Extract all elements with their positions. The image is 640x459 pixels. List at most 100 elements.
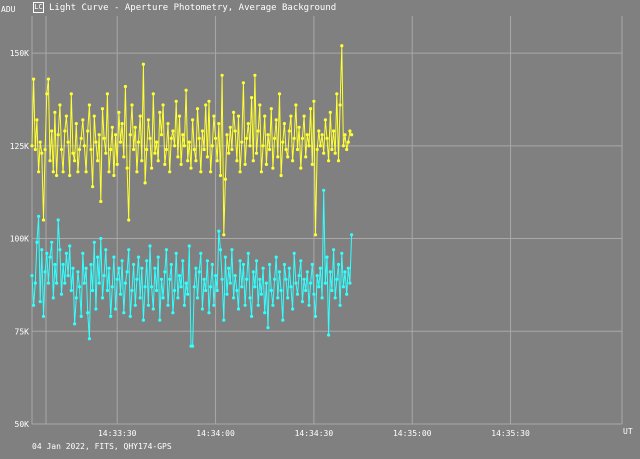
data-point (164, 147, 168, 152)
data-point (145, 147, 149, 152)
data-point (97, 133, 101, 137)
data-point (76, 270, 80, 274)
data-point (205, 155, 209, 159)
data-point (158, 110, 162, 114)
data-point (309, 281, 313, 285)
series-layer (30, 44, 354, 348)
data-point (318, 266, 322, 270)
data-point (322, 188, 326, 192)
data-point (30, 144, 34, 148)
data-point (243, 162, 247, 166)
data-point (92, 240, 96, 244)
data-point (100, 107, 105, 111)
data-point (117, 266, 121, 270)
data-point (94, 140, 98, 144)
data-point (40, 248, 44, 252)
data-point (291, 159, 295, 163)
data-point (107, 170, 111, 174)
data-point (246, 251, 250, 255)
data-point (230, 147, 234, 152)
data-point (335, 92, 339, 96)
data-point (256, 303, 260, 307)
data-point (307, 303, 311, 307)
data-point (277, 270, 282, 274)
data-point (140, 266, 144, 270)
data-point (35, 240, 39, 244)
data-point (171, 311, 175, 315)
data-point (217, 122, 221, 126)
data-point (350, 133, 354, 137)
data-point (64, 114, 68, 118)
data-point (171, 129, 175, 133)
data-point (336, 262, 341, 267)
data-point (258, 103, 262, 107)
y-tick-label: 150K (10, 49, 29, 58)
data-point (161, 296, 165, 300)
data-point (302, 114, 306, 118)
data-point (264, 281, 268, 285)
series-yellow (30, 44, 354, 237)
data-point (323, 281, 327, 285)
data-point (195, 296, 200, 300)
data-point (150, 285, 154, 289)
data-point (294, 281, 298, 285)
data-point (48, 255, 52, 259)
light-curve-app-icon[interactable]: LC (33, 2, 44, 13)
data-point (323, 118, 327, 122)
data-point (299, 259, 303, 263)
x-axis-label: UT (623, 427, 633, 436)
data-point (97, 281, 101, 285)
data-point (215, 159, 219, 163)
data-point (43, 147, 47, 152)
data-point (328, 110, 332, 114)
data-point (341, 285, 345, 289)
data-point (320, 296, 324, 300)
data-point (345, 147, 349, 152)
data-point (235, 288, 239, 293)
data-point (163, 270, 167, 274)
data-point (315, 274, 319, 278)
data-point (317, 129, 321, 133)
data-point (74, 122, 78, 126)
data-point (81, 118, 85, 122)
data-point (245, 136, 249, 140)
data-point (276, 296, 280, 300)
data-point (300, 136, 304, 140)
data-point (159, 277, 164, 281)
x-tick-label: 14:33:30 (98, 429, 137, 438)
data-point (77, 285, 82, 289)
data-point (273, 136, 277, 140)
data-point (86, 311, 90, 315)
data-point (82, 144, 86, 148)
data-point (350, 233, 354, 237)
data-point (202, 147, 206, 152)
y-tick-label: 125K (10, 142, 29, 151)
data-point (218, 248, 223, 252)
y-axis-label: ADU (1, 5, 16, 14)
data-point (228, 281, 232, 285)
data-point (223, 177, 227, 181)
data-point (251, 159, 255, 163)
data-point (204, 103, 208, 107)
data-point (207, 99, 211, 103)
data-point (256, 129, 260, 133)
data-point (35, 118, 39, 122)
data-point (246, 122, 250, 126)
data-point (305, 133, 309, 137)
data-point (115, 277, 119, 281)
data-point (194, 266, 198, 270)
data-point (56, 218, 60, 222)
data-point (125, 270, 129, 274)
data-point (66, 274, 70, 278)
data-point (343, 270, 347, 274)
data-point (212, 114, 216, 118)
data-point (133, 125, 137, 129)
data-point (100, 296, 105, 300)
data-point (200, 307, 204, 311)
y-tick-label: 100K (10, 235, 29, 244)
data-point (194, 159, 198, 163)
data-point (179, 162, 183, 166)
data-point (277, 92, 282, 96)
data-point (263, 311, 267, 315)
data-point (40, 151, 44, 155)
